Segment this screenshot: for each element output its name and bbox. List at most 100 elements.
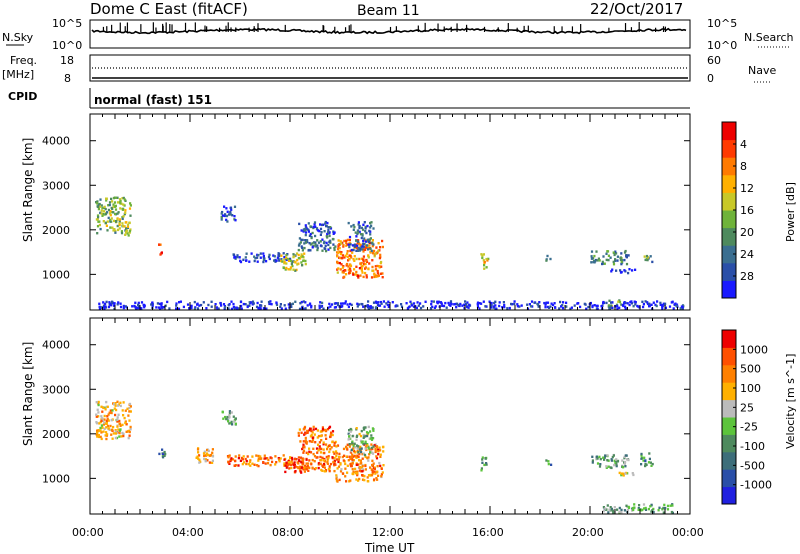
echo-cell	[288, 467, 291, 470]
colorbar-swatch	[722, 399, 736, 418]
echo-cell	[483, 267, 486, 270]
echo-cell	[658, 506, 661, 509]
echo-cell	[648, 302, 651, 305]
echo-cell	[336, 303, 340, 307]
echo-cell	[659, 303, 662, 306]
echo-cell	[269, 463, 272, 467]
colorbar-tick-label: 500	[740, 363, 761, 376]
echo-cell	[649, 461, 652, 464]
echo-cell	[280, 307, 283, 310]
echo-cell	[322, 307, 325, 310]
echo-cell	[314, 234, 317, 238]
echo-cell	[359, 243, 362, 246]
echo-cell	[341, 304, 344, 308]
echo-cell	[302, 449, 306, 452]
echo-cell	[298, 465, 302, 468]
echo-cell	[375, 275, 378, 278]
echo-cell	[271, 460, 274, 464]
echo-cell	[449, 304, 452, 307]
echo-cell	[301, 447, 304, 451]
echo-cell	[297, 244, 301, 247]
echo-cell	[646, 256, 650, 259]
echo-cell	[301, 264, 304, 267]
echo-cell	[357, 231, 360, 234]
echo-cell	[480, 302, 483, 305]
echo-cell	[105, 300, 108, 304]
echo-cell	[361, 452, 364, 456]
echo-cell	[533, 301, 536, 304]
echo-cell	[498, 304, 501, 308]
echo-cell	[354, 472, 357, 475]
echo-cell	[204, 458, 207, 461]
echo-cell	[125, 227, 128, 230]
colorbar-tick-label: -25	[740, 421, 758, 434]
echo-cell	[302, 451, 305, 454]
echo-cell	[309, 243, 312, 246]
echo-cell	[228, 454, 231, 457]
echo-cell	[111, 437, 114, 440]
echo-cell	[379, 464, 382, 468]
echo-cell	[550, 302, 553, 305]
echo-cell	[311, 466, 314, 469]
nave-tick-top: 60	[707, 54, 721, 67]
echo-cell	[327, 243, 330, 247]
echo-cell	[332, 243, 335, 246]
echo-cell	[353, 259, 356, 262]
colorbar-tick-label: -500	[740, 459, 765, 472]
echo-cell	[337, 239, 340, 242]
echo-cell	[357, 276, 360, 279]
echo-cell	[323, 247, 326, 250]
echo-cell	[379, 272, 382, 275]
echo-cell	[595, 304, 598, 308]
echo-cell	[131, 305, 134, 308]
colorbar-tick-label: 28	[740, 270, 754, 283]
echo-cell	[118, 223, 121, 227]
echo-cell	[303, 228, 307, 231]
echo-cell	[358, 459, 361, 462]
echo-cell	[357, 274, 360, 278]
echo-cell	[292, 268, 295, 271]
echo-cell	[343, 454, 346, 457]
echo-cell	[620, 303, 623, 306]
echo-cell	[614, 258, 617, 261]
echo-cell	[98, 223, 101, 227]
echo-cell	[361, 228, 365, 231]
echo-cell	[611, 455, 614, 459]
echo-cell	[322, 443, 325, 446]
echo-cell	[293, 466, 296, 469]
echo-cell	[388, 303, 391, 307]
power-ylabel: Slant Range [km]	[21, 138, 35, 242]
echo-cell	[369, 247, 372, 250]
echo-cell	[120, 202, 123, 205]
echo-cell	[289, 456, 292, 459]
echo-cell	[300, 245, 303, 248]
echo-cell	[333, 246, 336, 250]
echo-cell	[304, 233, 307, 237]
echo-cell	[495, 307, 498, 311]
echo-cell	[235, 464, 238, 467]
echo-cell	[338, 478, 341, 482]
echo-cell	[299, 257, 302, 260]
echo-cell	[302, 440, 305, 443]
echo-cell	[124, 409, 127, 412]
echo-cell	[282, 252, 285, 255]
echo-cell	[372, 437, 375, 440]
echo-cell	[371, 463, 374, 467]
echo-cell	[647, 461, 651, 464]
echo-cell	[289, 461, 292, 464]
echo-cell	[315, 245, 318, 248]
echo-cell	[105, 199, 108, 202]
echo-cell	[262, 252, 265, 255]
echo-cell	[609, 506, 612, 509]
echo-cell	[494, 300, 497, 303]
echo-cell	[321, 456, 324, 459]
echo-cell	[373, 470, 376, 473]
echo-cell	[134, 301, 137, 304]
echo-cell	[606, 454, 609, 457]
echo-cell	[612, 260, 615, 264]
echo-cell	[118, 227, 121, 230]
echo-cell	[513, 300, 516, 303]
echo-cell	[349, 479, 352, 482]
echo-cell	[348, 433, 351, 437]
